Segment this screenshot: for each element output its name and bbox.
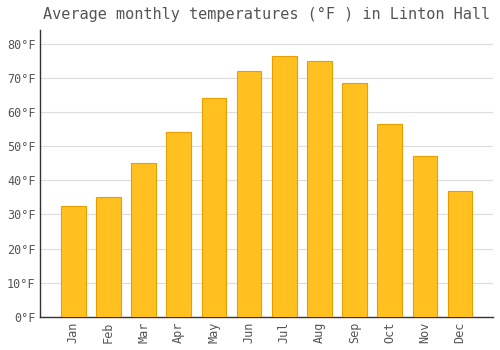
Bar (342, 83, 367, 317)
Bar (96, 197, 120, 317)
Bar (202, 98, 226, 317)
Bar (131, 163, 156, 317)
Bar (448, 190, 472, 317)
Bar (61, 206, 86, 317)
Bar (272, 56, 296, 317)
Bar (166, 133, 191, 317)
Bar (412, 156, 438, 317)
Bar (237, 71, 262, 317)
Title: Average monthly temperatures (°F ) in Linton Hall: Average monthly temperatures (°F ) in Li… (43, 7, 490, 22)
Bar (378, 124, 402, 317)
Bar (307, 61, 332, 317)
